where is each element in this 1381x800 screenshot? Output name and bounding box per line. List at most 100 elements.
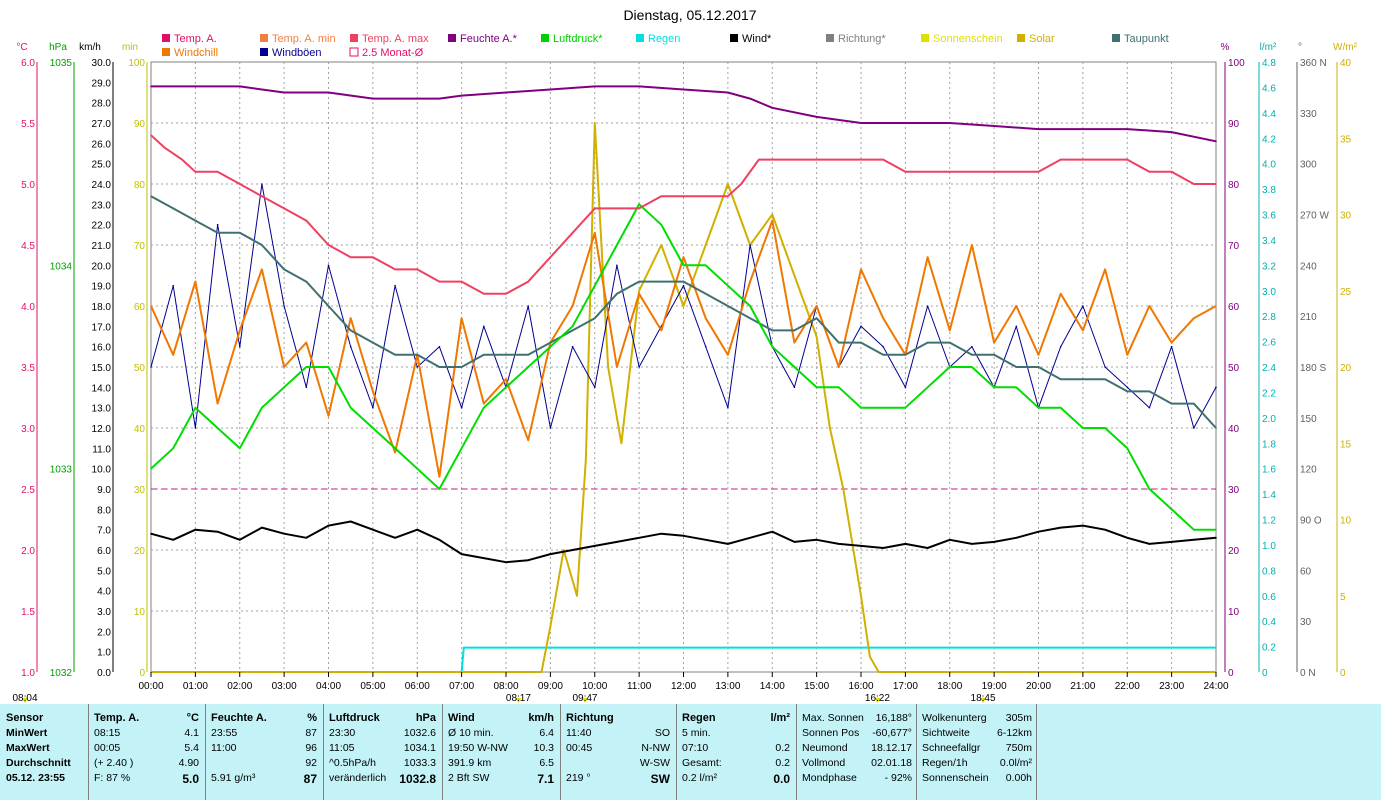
legend-swatch [162, 34, 170, 42]
series-temp-a-point [305, 219, 308, 222]
series-windchill-point [283, 366, 285, 368]
x-tick-label: 11:00 [627, 681, 652, 692]
series-temp-a-point [483, 293, 485, 295]
wind-tick-label: 28.0 [92, 99, 112, 110]
time-marker-label: 08:04 [12, 693, 37, 704]
series-feuchte-a-point [261, 88, 263, 91]
series-temp-a-point [860, 158, 862, 161]
series-wind-point [749, 537, 751, 539]
stats-time: veränderlich [329, 772, 387, 784]
series-windb-en-point [749, 244, 751, 246]
rain-tick-label: 2.6 [1262, 338, 1276, 349]
stats-row-label: MinWert [6, 727, 48, 739]
series-temp-a-point [971, 171, 973, 173]
humidity-tick-label: 10 [1228, 607, 1240, 618]
wind-tick-label: 10.0 [92, 465, 112, 476]
wind-tick-label: 12.0 [92, 424, 112, 435]
humidity-tick-label: 60 [1228, 302, 1240, 313]
series-windb-en-point [1193, 427, 1195, 429]
series-taupunkt-point [727, 305, 729, 307]
x-tick-label: 10:00 [582, 681, 607, 692]
stats-value: 1032.6 [403, 727, 436, 739]
rain-tick-label: 0.4 [1262, 617, 1276, 628]
stats-time: 07:10 [682, 742, 709, 754]
series-luftdruck-point [704, 264, 707, 267]
wind-tick-label: 25.0 [92, 160, 112, 171]
series-luftdruck-point [1015, 386, 1018, 389]
series-luftdruck-point [1148, 488, 1151, 490]
series-windb-en-point [860, 325, 862, 328]
series-windb-en-point [261, 183, 263, 185]
wind-tick-label: 27.0 [92, 119, 112, 130]
series-luftdruck-point [372, 427, 374, 429]
series-windchill-point [971, 244, 973, 246]
series-wind-point [438, 539, 441, 541]
series-luftdruck-point [172, 447, 174, 450]
stats-value-row: 00:45 N-NW [566, 742, 670, 756]
series-temp-a-point [1126, 158, 1129, 161]
series-windb-en-point [793, 386, 796, 389]
series-taupunkt-point [416, 354, 419, 356]
stats-info-label: Wolkenunterg [922, 712, 987, 724]
stats-info-row: Schneefallgr 750m [922, 742, 1032, 756]
series-taupunkt-point [1148, 390, 1151, 393]
series-windchill-point [727, 354, 729, 356]
stats-value-row: W-SW [566, 757, 670, 771]
time-marker-icon [874, 698, 881, 703]
temp-tick-label: 6.0 [21, 58, 35, 69]
rain-tick-label: 4.2 [1262, 134, 1276, 145]
time-marker-label: 09:47 [572, 693, 597, 704]
stats-info-row: Wolkenunterg 305m [922, 712, 1032, 726]
direction-tick-label: 60 [1300, 566, 1312, 577]
x-tick-label: 18:00 [937, 681, 962, 692]
stats-info-label: Mondphase [802, 772, 857, 784]
time-marker-icon [581, 698, 588, 703]
legend-swatch [350, 34, 358, 42]
series-temp-a-point [793, 158, 796, 161]
series-solar-point [829, 427, 831, 429]
series-solar-point [793, 274, 796, 277]
stats-info-row: Sichtweite 6-12km [922, 727, 1032, 741]
series-solar-point [594, 122, 596, 124]
series-temp-a-point [438, 280, 441, 283]
series-windb-en-point [372, 406, 374, 409]
series-windchill-point [1148, 305, 1151, 307]
series-windb-en-point [1059, 345, 1062, 348]
series-wind-point [815, 539, 818, 541]
series-wind-point [239, 539, 241, 541]
direction-tick-label: 240 [1300, 261, 1317, 272]
pressure-tick-label: 1034 [50, 261, 73, 272]
time-marker-label: 16:22 [865, 693, 890, 704]
rain-tick-label: 2.0 [1262, 414, 1276, 425]
stats-header: Luftdruck [329, 712, 380, 724]
series-wind-point [394, 537, 396, 539]
stats-value: 1033.3 [403, 757, 436, 769]
rain-tick-label: 0.2 [1262, 643, 1276, 654]
legend-swatch [730, 34, 738, 42]
series-wind-point [571, 549, 574, 551]
wind-tick-label: 15.0 [92, 363, 112, 374]
temp-tick-label: 5.0 [21, 180, 35, 191]
series-luftdruck-point [438, 488, 441, 490]
stats-info-row: Vollmond 02.01.18 [802, 757, 912, 771]
series-temp-a-point [239, 183, 241, 185]
series-temp-a-point [327, 244, 330, 246]
series-windchill-point [949, 329, 951, 332]
series-temp-a-point [460, 280, 463, 283]
x-tick-label: 13:00 [715, 681, 740, 692]
stats-value: SW [650, 772, 670, 786]
series-taupunkt-point [438, 366, 441, 368]
rain-tick-label: 3.0 [1262, 287, 1276, 298]
series-wind-point [460, 553, 463, 555]
series-luftdruck-point [549, 345, 552, 348]
series-feuchte-a-point [283, 91, 285, 94]
wind-tick-label: 11.0 [92, 444, 111, 455]
direction-unit-label: ° [1298, 42, 1302, 53]
series-temp-a-point [1059, 158, 1062, 161]
stats-value: 10.3 [533, 742, 554, 754]
rain-tick-label: 1.4 [1262, 490, 1276, 501]
rain-tick-label: 1.6 [1262, 465, 1276, 476]
x-tick-label: 09:00 [538, 681, 563, 692]
right-axes: %1009080706050403020100l/m²4.84.64.44.24… [1221, 42, 1358, 679]
legend-swatch [349, 47, 359, 57]
